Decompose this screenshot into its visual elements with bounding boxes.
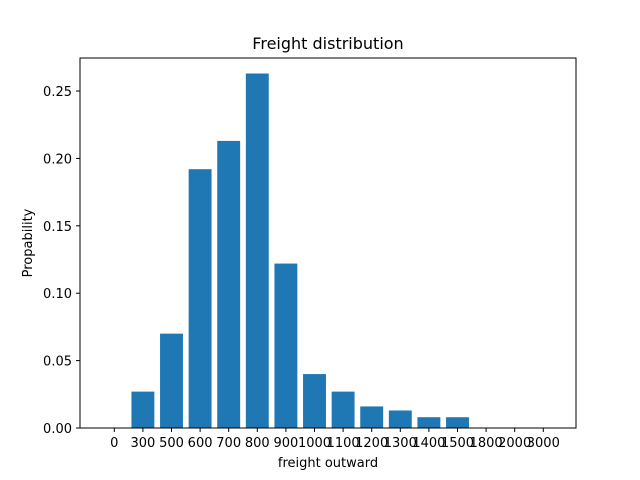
x-tick-label: 300 xyxy=(130,436,155,451)
bar-700 xyxy=(217,140,241,428)
bar-1400 xyxy=(417,417,441,428)
x-tick-label: 900 xyxy=(273,436,298,451)
x-tick-label: 1100 xyxy=(327,436,360,451)
x-axis-label: freight outward xyxy=(278,456,378,471)
x-tick-label: 800 xyxy=(245,436,270,451)
bar-800 xyxy=(245,73,269,428)
bar-500 xyxy=(160,333,183,428)
y-tick-label: 0.15 xyxy=(43,220,72,235)
bar-1300 xyxy=(388,410,412,428)
y-tick-label: 0.00 xyxy=(43,422,72,437)
x-axis-ticks: 0 300 500 600 700 800 900 100011001200130014001… xyxy=(110,428,560,451)
plot-frame xyxy=(79,57,577,429)
chart-title: Freight distribution xyxy=(252,34,403,53)
x-tick-label: 1300 xyxy=(384,436,417,451)
bars xyxy=(131,73,469,428)
x-tick-label: 600 xyxy=(188,436,213,451)
x-tick-label: 2000 xyxy=(498,436,531,451)
x-tick-label: 1200 xyxy=(355,436,388,451)
x-tick-label: 700 xyxy=(216,436,241,451)
bar-1100 xyxy=(331,391,355,428)
y-axis-label: Propability xyxy=(21,208,36,277)
x-tick-label: 0 xyxy=(110,436,118,451)
x-tick-label: 1800 xyxy=(470,436,503,451)
bar-1200 xyxy=(360,406,384,428)
y-tick-label: 0.25 xyxy=(43,85,72,100)
bar-600 xyxy=(188,169,212,428)
x-tick-label: 500 xyxy=(159,436,184,451)
bar-900 xyxy=(274,263,298,428)
y-axis-ticks: 0.00 0.05 0.10 0.15 0.20 0.25 xyxy=(43,85,80,437)
y-tick-label: 0.10 xyxy=(43,287,72,302)
bar-1500 xyxy=(446,417,469,428)
x-tick-label: 1500 xyxy=(441,436,474,451)
x-tick-label: 1000 xyxy=(298,436,331,451)
x-tick-label: 1400 xyxy=(412,436,445,451)
x-tick-label: 3000 xyxy=(527,436,560,451)
bar-300 xyxy=(131,391,155,428)
y-tick-label: 0.20 xyxy=(43,152,72,167)
bar-1000 xyxy=(303,374,326,428)
y-tick-label: 0.05 xyxy=(43,355,72,370)
